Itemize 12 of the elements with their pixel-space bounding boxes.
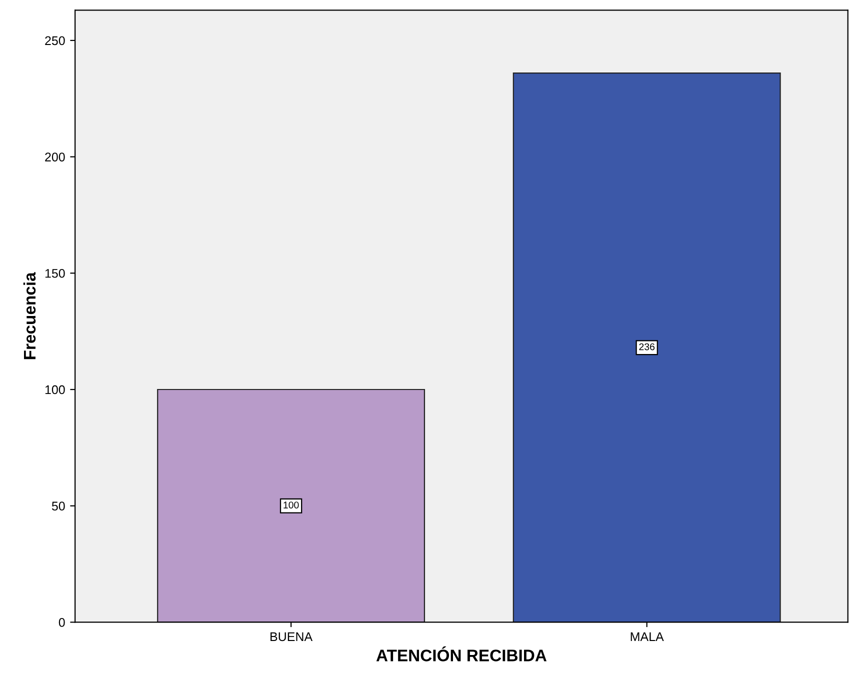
y-tick-label: 200 [45, 152, 65, 162]
y-tick-label: 0 [58, 618, 65, 627]
x-axis-title: ATENCIÓN RECIBIDA [376, 646, 547, 662]
x-tick-label: BUENA [270, 632, 313, 642]
data-label: 236 [639, 343, 655, 350]
y-tick-label: 150 [45, 268, 65, 278]
data-label: 100 [284, 502, 299, 508]
y-tick-label: 50 [52, 502, 65, 511]
x-tick-label: MALA [630, 632, 664, 641]
y-tick-label: 250 [45, 36, 65, 46]
y-axis-title: Frecuencia [23, 272, 36, 360]
y-tick-label: 100 [45, 385, 65, 394]
